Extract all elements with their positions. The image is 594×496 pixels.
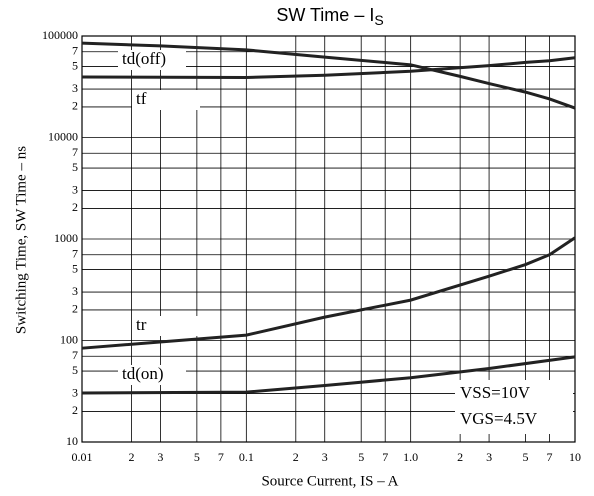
y-tick-label: 7: [72, 246, 78, 260]
x-tick-label: 2: [128, 450, 134, 464]
x-tick-label: 10: [569, 450, 581, 464]
x-tick-label: 3: [322, 450, 328, 464]
y-tick-label: 2: [72, 403, 78, 417]
y-tick-label: 5: [72, 261, 78, 275]
y-tick-label: 5: [72, 160, 78, 174]
annotation: VSS=10V: [460, 383, 531, 402]
x-tick-label: 1.0: [403, 450, 418, 464]
y-tick-label: 3: [72, 182, 78, 196]
y-tick-label: 100000: [42, 28, 78, 42]
series-label: tr: [136, 315, 147, 334]
x-tick-label: 2: [293, 450, 299, 464]
y-tick-label: 3: [72, 385, 78, 399]
chart-title: SW Time – IS: [276, 5, 383, 28]
y-tick-label: 2: [72, 200, 78, 214]
x-tick-label: 0.01: [72, 450, 93, 464]
annotation: VGS=4.5V: [460, 409, 538, 428]
series-label: td(on): [122, 364, 164, 383]
y-tick-label: 10000: [48, 129, 78, 143]
title-subscript: S: [374, 12, 383, 28]
y-tick-label: 2: [72, 99, 78, 113]
y-tick-label: 10: [66, 434, 78, 448]
x-tick-label: 3: [486, 450, 492, 464]
x-tick-label: 0.1: [239, 450, 254, 464]
series-label: td(off): [122, 49, 166, 68]
x-axis-label: Source Current, IS – A: [261, 473, 398, 489]
x-tick-label: 7: [382, 450, 388, 464]
series-label: tf: [136, 89, 147, 108]
series-line: [81, 236, 576, 350]
x-tick-label: 3: [157, 450, 163, 464]
y-axis-label: Switching Time, SW Time – ns: [13, 146, 29, 334]
y-tick-label: 3: [72, 284, 78, 298]
label-box: [132, 90, 200, 110]
x-tick-label: 7: [547, 450, 553, 464]
x-tick-label: 5: [523, 450, 529, 464]
y-tick-label: 5: [72, 58, 78, 72]
y-tick-label: 7: [72, 145, 78, 159]
y-tick-label: 7: [72, 348, 78, 362]
x-tick-label: 7: [218, 450, 224, 464]
label-box: [118, 50, 186, 70]
y-tick-label: 7: [72, 43, 78, 57]
label-box: [132, 316, 200, 336]
y-tick-label: 100: [60, 332, 78, 346]
y-tick-label: 2: [72, 302, 78, 316]
y-tick-label: 3: [72, 81, 78, 95]
x-tick-label: 5: [358, 450, 364, 464]
y-tick-label: 5: [72, 363, 78, 377]
title-text: SW Time – I: [276, 5, 374, 25]
label-box: [118, 365, 186, 385]
y-tick-label: 1000: [54, 231, 78, 245]
series-line: [81, 56, 576, 80]
x-tick-label: 5: [194, 450, 200, 464]
x-tick-label: 2: [457, 450, 463, 464]
series-line: [81, 355, 576, 395]
annotation-box: [455, 380, 573, 434]
